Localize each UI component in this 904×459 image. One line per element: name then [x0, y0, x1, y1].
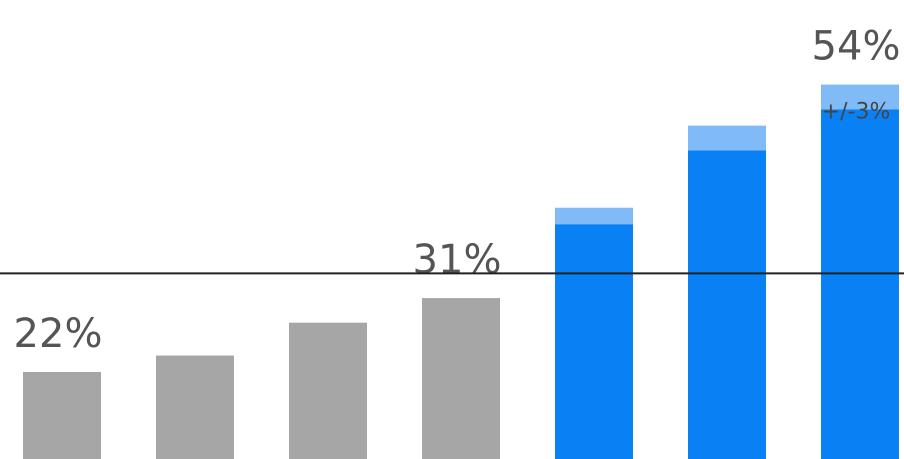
- value-label: 54%: [812, 24, 901, 70]
- bar: [821, 109, 899, 459]
- error-band: [555, 207, 633, 225]
- bar: [156, 355, 234, 459]
- error-band: [821, 84, 899, 110]
- bar: [23, 371, 101, 459]
- bar: [289, 322, 367, 459]
- error-band: [688, 125, 766, 151]
- bar: [555, 224, 633, 459]
- error-label: +/-3%: [822, 100, 891, 125]
- bar: [422, 298, 500, 459]
- bar: [688, 150, 766, 459]
- value-label: 22%: [14, 311, 103, 357]
- value-label: 31%: [413, 237, 502, 283]
